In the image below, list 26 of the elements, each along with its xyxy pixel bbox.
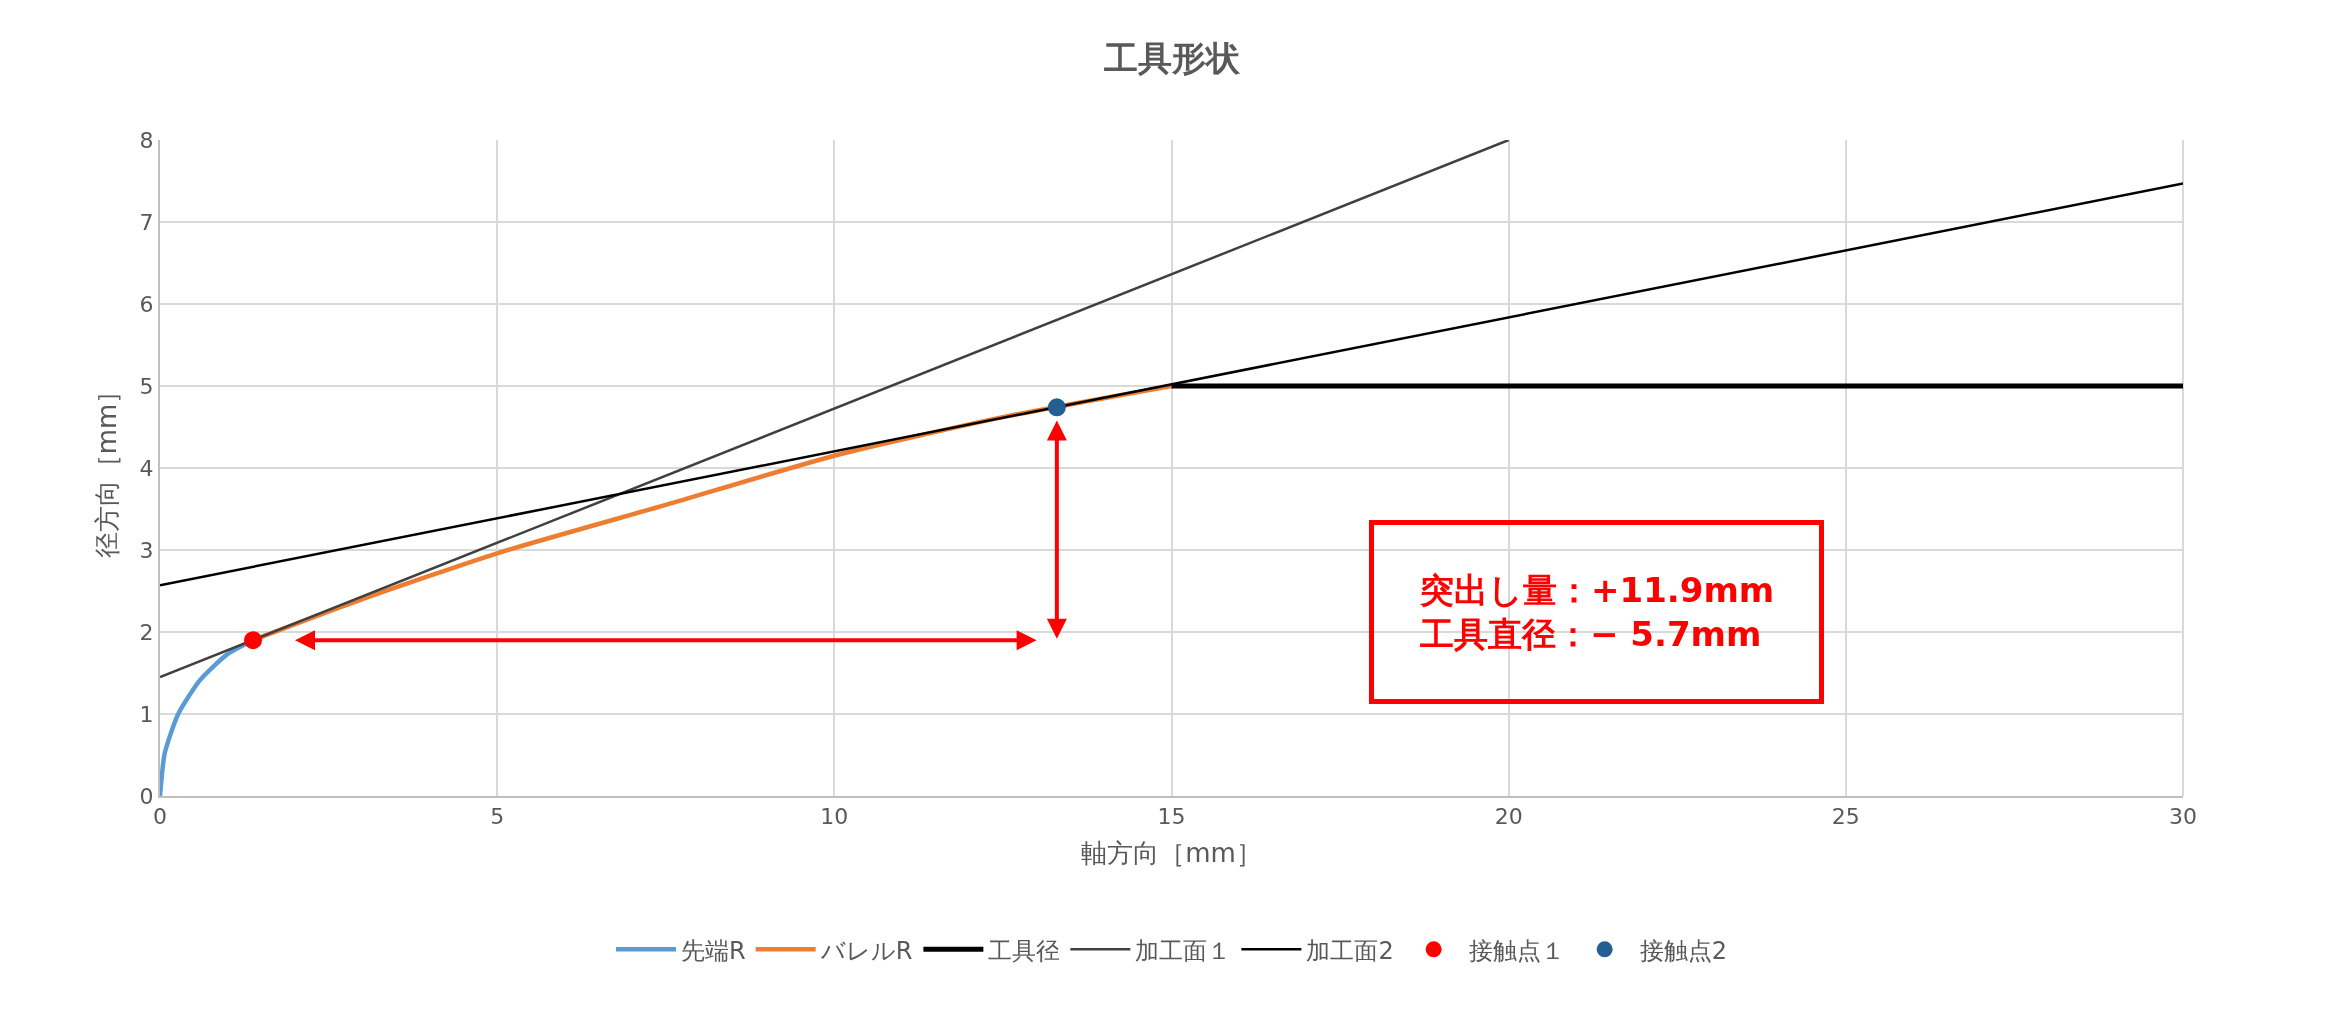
x-tick-label: 15 [1157, 804, 1186, 830]
x-axis-title: 軸方向［mm］ [1081, 837, 1262, 868]
legend-label: バレルR [819, 936, 913, 965]
x-tick-label: 20 [1494, 804, 1523, 830]
legend-label: 接触点１ [1468, 936, 1565, 965]
x-tick-label: 30 [2169, 804, 2197, 830]
legend-label: 接触点2 [1639, 936, 1727, 965]
y-tick-label: 3 [139, 537, 154, 563]
annotation: 突出し量：+11.9mm 工具直径：− 5.7mm [1419, 570, 1775, 655]
x-tick-label: 10 [820, 804, 849, 830]
y-tick-label: 6 [139, 291, 154, 317]
y-tick-label: 0 [139, 783, 154, 809]
x-tick-label: 5 [490, 804, 505, 830]
y-tick-label: 4 [139, 455, 154, 481]
legend-label: 加工面１ [1135, 936, 1232, 965]
y-tick-label: 7 [139, 209, 154, 235]
y-tick-label: 5 [139, 373, 154, 399]
chart-title: 工具形状 [1102, 37, 1241, 78]
x-tick-label: 25 [1831, 804, 1860, 830]
legend-label: 工具径 [988, 936, 1061, 965]
legend-label: 加工面2 [1306, 936, 1394, 965]
legend-label: 先端R [681, 936, 746, 965]
y-tick-label: 8 [139, 127, 154, 153]
y-axis-title: 径方向［mm］ [92, 377, 123, 559]
y-tick-label: 2 [139, 619, 154, 645]
y-tick-label: 1 [139, 701, 154, 727]
